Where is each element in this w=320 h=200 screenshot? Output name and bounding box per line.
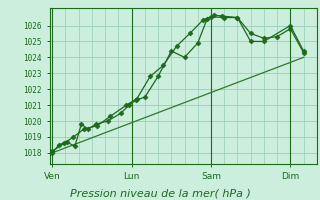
Text: Pression niveau de la mer( hPa ): Pression niveau de la mer( hPa ) [69,188,251,198]
